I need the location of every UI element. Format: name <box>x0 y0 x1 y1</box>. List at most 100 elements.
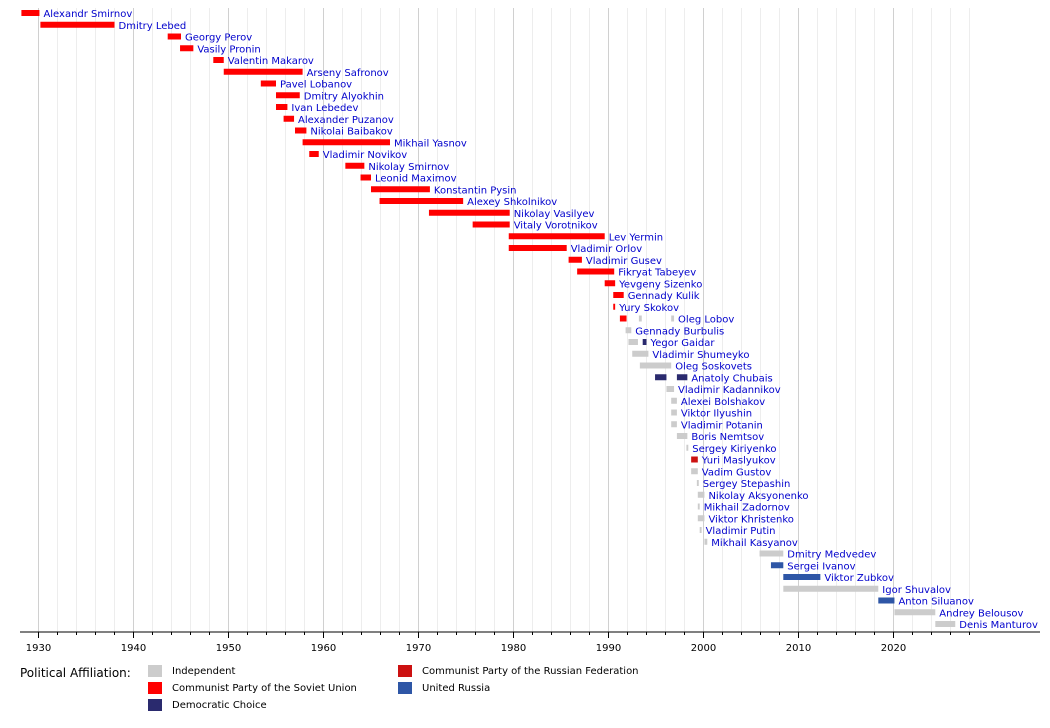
term-bar <box>671 397 677 404</box>
person-name-label: Yuri Maslyukov <box>701 456 776 467</box>
person-name-label: Vladimir Gusev <box>586 256 662 267</box>
x-tick-label: 2010 <box>786 643 811 654</box>
x-tick-label: 1960 <box>311 643 336 654</box>
person-name-label: Vladimir Putin <box>706 526 776 537</box>
person-name-label: Alexander Puzanov <box>298 115 394 126</box>
person-name-label: Sergei Ivanov <box>787 561 855 572</box>
legend-label: Communist Party of the Russian Federatio… <box>422 666 639 677</box>
person-name-label: Dmitry Alyokhin <box>304 91 384 102</box>
person-name-label: Arseny Safronov <box>307 68 389 79</box>
person-name-label: Oleg Soskovets <box>675 362 752 373</box>
x-tick-label: 1940 <box>121 643 146 654</box>
legend-swatch <box>148 682 162 694</box>
person-name-label: Gennady Kulik <box>628 291 700 302</box>
term-bar <box>638 315 642 322</box>
term-bar <box>697 503 700 510</box>
person-name-label: Mikhail Zadornov <box>704 503 790 514</box>
x-axis: 1930 1940 1950 1960 1970 1980 1990 2000 2010 2020 <box>20 631 1040 654</box>
x-tick-label: 1990 <box>596 643 621 654</box>
term-bar <box>260 80 276 87</box>
x-tick-label: 1970 <box>406 643 431 654</box>
term-bar <box>295 127 307 134</box>
term-bar <box>642 339 647 345</box>
person-name-label: Mikhail Yasnov <box>394 138 467 149</box>
person-name-label: Nikolay Vasilyev <box>514 209 595 220</box>
term-bar <box>935 621 956 627</box>
person-name-label: Alexandr Smirnov <box>43 9 132 20</box>
person-name-label: Valentin Makarov <box>228 56 314 67</box>
term-bar <box>213 57 224 63</box>
term-bar <box>691 468 698 475</box>
person-name-label: Yegor Gaidar <box>650 338 716 349</box>
legend-swatch <box>148 665 162 677</box>
person-name-label: Yury Skokov <box>618 303 679 314</box>
person-name-label: Vadim Gustov <box>702 467 772 478</box>
term-bar <box>676 374 688 381</box>
legend-swatch <box>398 665 412 677</box>
term-bar <box>604 280 616 287</box>
person-name-label: Gennady Burbulis <box>635 326 724 337</box>
term-bar <box>671 315 675 322</box>
term-bar <box>697 515 705 522</box>
term-bar <box>783 585 879 592</box>
person-name-label: Anton Siluanov <box>898 597 974 608</box>
person-name-label: Vladimir Orlov <box>571 244 643 255</box>
term-bar <box>21 10 40 16</box>
term-bar <box>276 104 288 110</box>
term-bar <box>691 456 698 463</box>
term-bar <box>223 68 303 75</box>
person-name-label: Sergey Stepashin <box>703 479 791 490</box>
x-tick-label: 1950 <box>216 643 241 654</box>
term-bar <box>894 609 936 616</box>
term-bar <box>619 315 627 322</box>
term-bar <box>625 327 632 334</box>
term-bar <box>276 92 300 99</box>
person-name-label: Alexei Bolshakov <box>681 397 765 408</box>
person-name-label: Vasily Pronin <box>197 44 260 55</box>
legend: Political Affiliation: Independent Commun… <box>20 665 639 711</box>
person-name-label: Vladimir Kadannikov <box>678 385 781 396</box>
term-bar <box>666 386 675 392</box>
term-bar <box>508 233 605 240</box>
term-bar <box>639 362 672 369</box>
person-name-label: Mikhail Kasyanov <box>711 538 798 549</box>
term-bar <box>628 339 638 345</box>
term-bar <box>345 162 365 169</box>
person-name-label: Fikryat Tabeyev <box>618 268 696 279</box>
person-name-label: Nikolay Aksyonenko <box>708 491 808 502</box>
person-name-label: Viktor Ilyushin <box>681 409 752 420</box>
term-bar <box>283 115 295 122</box>
legend-label: Communist Party of the Soviet Union <box>172 683 357 694</box>
term-bar <box>686 444 689 451</box>
term-bar <box>783 574 821 580</box>
legend-title: Political Affiliation: <box>20 666 131 680</box>
term-bar <box>428 209 510 216</box>
person-name-label: Oleg Lobov <box>678 315 734 326</box>
term-bar <box>699 527 702 533</box>
person-name-label: Vladimir Potanin <box>681 420 763 431</box>
bars-layer <box>21 10 956 627</box>
person-name-label: Anatoly Chubais <box>691 373 772 384</box>
person-name-label: Vitaly Vorotnikov <box>514 221 598 232</box>
legend-label: Independent <box>172 666 235 677</box>
person-name-label: Vladimir Novikov <box>323 150 408 161</box>
term-bar <box>40 21 115 28</box>
person-name-label: Viktor Khristenko <box>708 514 793 525</box>
person-name-label: Igor Shuvalov <box>882 585 951 596</box>
person-name-label: Alexey Shkolnikov <box>467 197 557 208</box>
term-bar <box>472 221 510 228</box>
grid-layer <box>38 8 970 632</box>
term-bar <box>878 597 895 604</box>
term-bar <box>632 350 649 357</box>
person-name-label: Nikolai Baibakov <box>310 127 392 138</box>
term-bar <box>655 374 667 381</box>
term-bar <box>508 245 567 251</box>
term-bar <box>696 480 699 486</box>
person-name-label: Konstantin Pysin <box>434 185 517 196</box>
person-name-label: Pavel Lobanov <box>280 80 352 91</box>
term-bar <box>309 151 319 157</box>
person-name-label: Leonid Maximov <box>375 174 457 185</box>
